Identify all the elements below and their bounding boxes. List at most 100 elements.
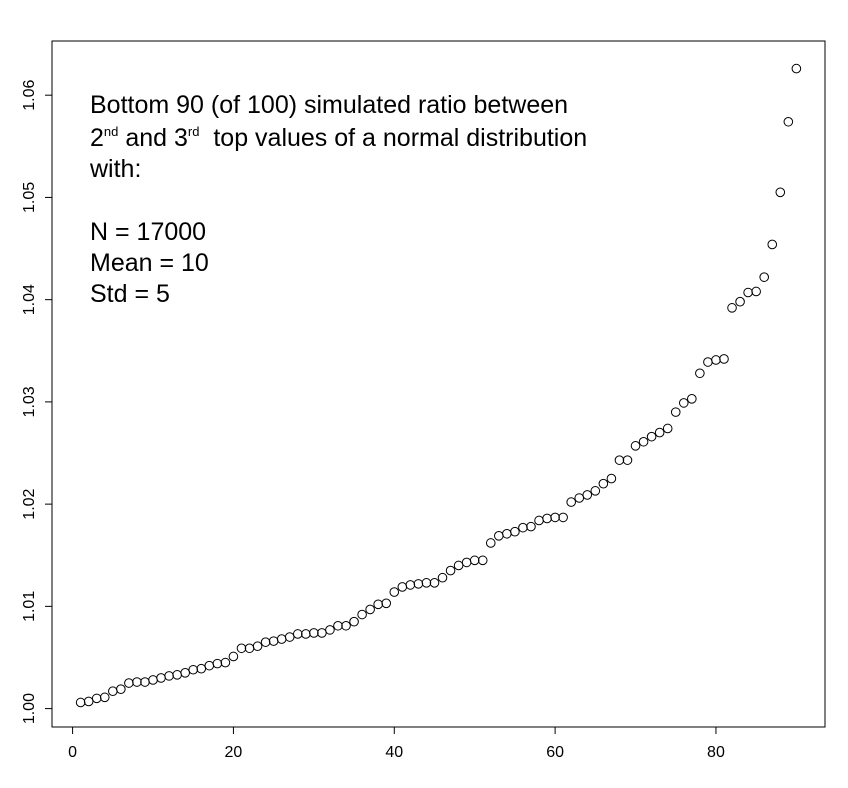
y-tick-label: 1.04 xyxy=(21,284,38,315)
point xyxy=(75,697,86,708)
point xyxy=(349,616,359,627)
point xyxy=(453,560,464,571)
point xyxy=(662,423,673,434)
point xyxy=(670,407,681,417)
point xyxy=(325,625,335,635)
point xyxy=(429,578,440,588)
y-tick-label: 1.02 xyxy=(21,488,38,519)
point xyxy=(477,555,488,566)
y-tick-label: 1.00 xyxy=(21,693,38,724)
point xyxy=(469,555,480,566)
point xyxy=(333,620,343,631)
point xyxy=(494,531,504,541)
point xyxy=(590,486,601,496)
point xyxy=(413,579,424,589)
point xyxy=(341,620,351,631)
point xyxy=(148,675,158,685)
point xyxy=(703,357,713,367)
point xyxy=(550,512,560,523)
x-tick-label: 0 xyxy=(68,744,77,761)
point xyxy=(292,629,303,639)
point xyxy=(791,63,802,74)
point xyxy=(526,521,536,532)
point xyxy=(759,272,770,282)
point xyxy=(598,478,609,489)
point xyxy=(301,629,311,639)
point xyxy=(116,684,126,694)
x-tick-label: 40 xyxy=(385,744,403,761)
point xyxy=(284,632,295,642)
point xyxy=(654,427,665,438)
point xyxy=(220,657,231,668)
point xyxy=(727,303,737,313)
point xyxy=(751,286,761,297)
point xyxy=(622,455,633,465)
annotation-part: rd xyxy=(188,124,200,139)
x-tick-label: 60 xyxy=(546,744,564,761)
point xyxy=(236,643,247,654)
annotation: Mean = 10 xyxy=(90,249,209,277)
x-tick-label: 80 xyxy=(707,744,725,761)
point xyxy=(204,660,215,671)
annotation: N = 17000 xyxy=(90,218,206,246)
point xyxy=(405,580,416,590)
point xyxy=(228,651,239,662)
annotation-part: top values of a normal distribution xyxy=(199,124,587,152)
point xyxy=(534,515,544,526)
point xyxy=(276,634,287,644)
point xyxy=(99,692,110,703)
point xyxy=(542,513,552,524)
point xyxy=(614,455,625,465)
y-tick-label: 1.01 xyxy=(21,591,38,622)
point xyxy=(695,368,705,379)
point xyxy=(461,557,472,568)
point xyxy=(743,287,753,298)
point xyxy=(317,628,327,638)
point xyxy=(678,398,689,408)
point xyxy=(582,490,593,500)
point xyxy=(132,677,142,687)
annotation: 2nd and 3rd top values of a normal distr… xyxy=(90,124,587,152)
point xyxy=(566,497,576,507)
point xyxy=(107,686,118,697)
point xyxy=(783,116,794,127)
point xyxy=(373,599,383,610)
point xyxy=(711,355,721,365)
y-tick-label: 1.05 xyxy=(21,182,38,213)
annotation-part: 2 xyxy=(90,124,104,152)
point xyxy=(606,473,617,484)
annotation: Bottom 90 (of 100) simulated ratio betwe… xyxy=(90,91,568,119)
point xyxy=(397,582,408,592)
annotation-part: and 3 xyxy=(118,124,188,152)
point xyxy=(638,436,649,447)
point xyxy=(357,609,367,620)
point xyxy=(172,670,182,680)
point xyxy=(437,572,448,583)
y-tick-label: 1.03 xyxy=(21,386,38,417)
annotation-part: nd xyxy=(104,124,118,139)
point xyxy=(188,664,199,675)
point xyxy=(196,663,207,674)
point xyxy=(124,678,134,688)
point xyxy=(510,526,520,537)
point xyxy=(687,394,697,404)
annotation: Std = 5 xyxy=(90,280,170,308)
point xyxy=(156,673,166,683)
point xyxy=(421,578,432,588)
point xyxy=(767,239,778,250)
x-tick-label: 20 xyxy=(225,744,243,761)
point xyxy=(83,696,94,707)
point xyxy=(365,604,375,615)
point xyxy=(502,528,512,539)
point xyxy=(630,441,641,451)
point xyxy=(646,431,657,442)
point xyxy=(719,354,729,364)
point xyxy=(574,493,585,503)
point xyxy=(260,637,271,647)
annotation: with: xyxy=(89,155,141,183)
point xyxy=(389,587,400,597)
point xyxy=(164,671,174,681)
point xyxy=(140,677,150,687)
point xyxy=(381,598,392,609)
